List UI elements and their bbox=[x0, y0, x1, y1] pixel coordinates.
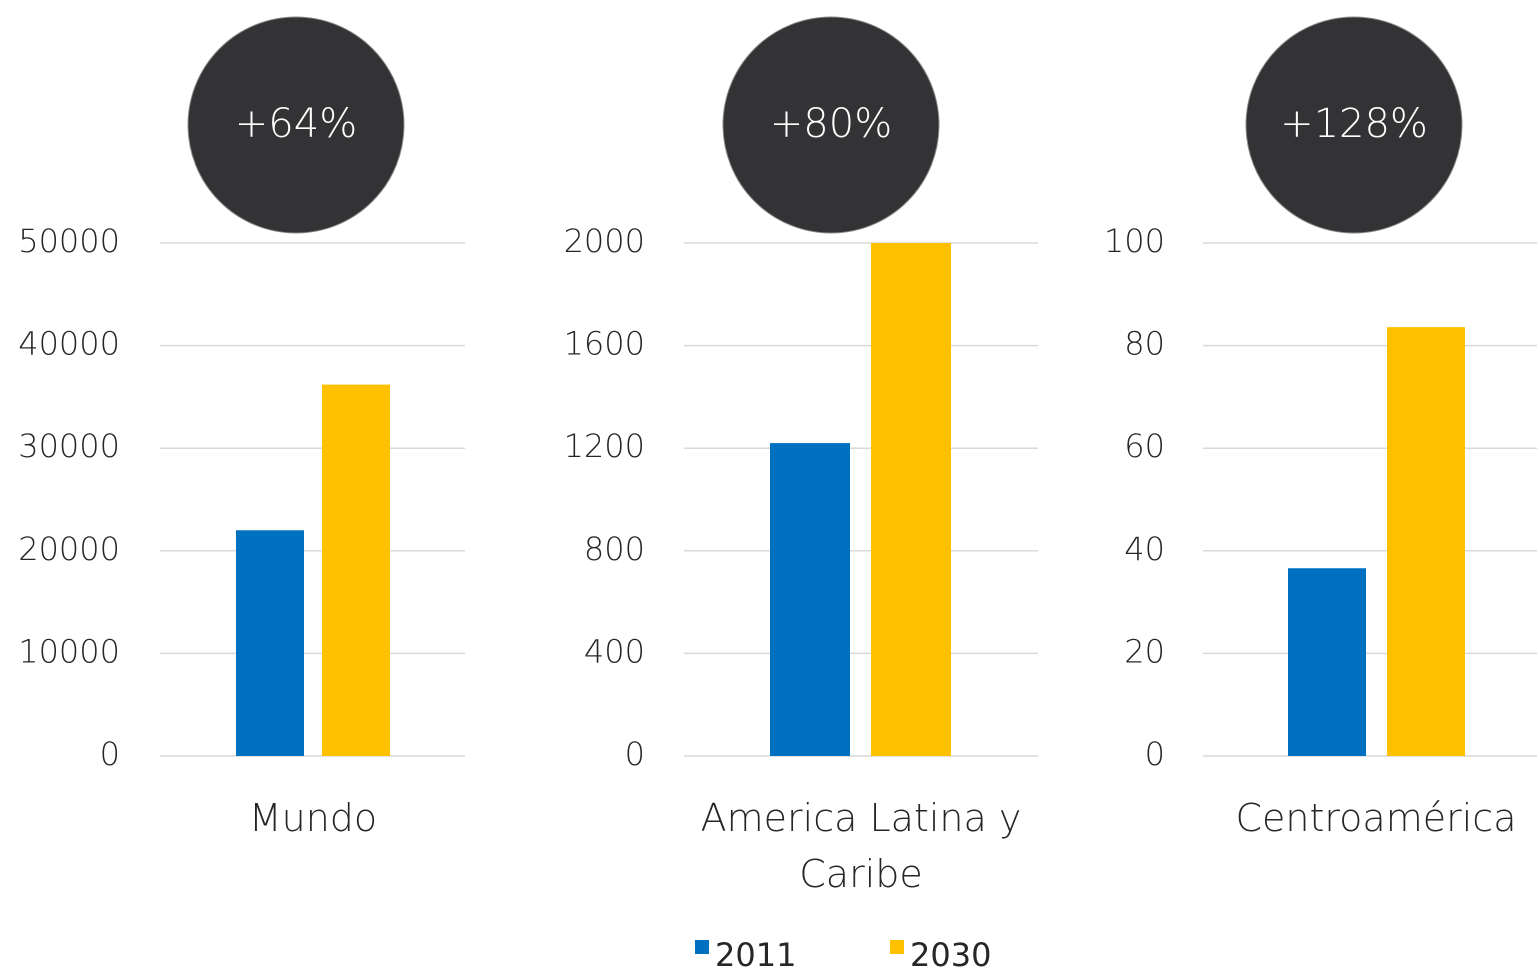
y-tick-label: 1600 bbox=[564, 325, 645, 363]
y-tick-label: 40000 bbox=[18, 325, 120, 363]
x-tick-label: Mundo bbox=[248, 796, 378, 840]
y-tick-label: 30000 bbox=[18, 427, 120, 465]
legend-label: 2030 bbox=[910, 936, 991, 973]
y-tick-label: 80 bbox=[1124, 325, 1165, 363]
bar bbox=[236, 530, 304, 756]
y-tick-label: 40 bbox=[1124, 530, 1165, 568]
y-tick-label: 100 bbox=[1104, 222, 1165, 260]
legend-swatch bbox=[695, 940, 709, 954]
x-tick-label: America Latina y Caribe bbox=[700, 796, 1022, 896]
legend-label: 2011 bbox=[715, 936, 796, 973]
x-tick-label: Centroamérica bbox=[1235, 796, 1517, 840]
y-tick-label: 0 bbox=[1145, 735, 1165, 773]
annotation: +64% bbox=[235, 101, 357, 147]
y-tick-label: 800 bbox=[584, 530, 645, 568]
y-tick-label: 400 bbox=[584, 632, 645, 670]
y-tick-label: 20 bbox=[1124, 632, 1165, 670]
annotation-circle bbox=[187, 16, 405, 234]
legend-swatch bbox=[890, 940, 904, 954]
y-tick-label: 1200 bbox=[564, 427, 645, 465]
y-tick-label: 10000 bbox=[18, 632, 120, 670]
annotation-circle bbox=[1245, 16, 1463, 234]
annotation: +128% bbox=[1280, 101, 1428, 147]
annotation: +80% bbox=[770, 101, 892, 147]
y-tick-label: 20000 bbox=[18, 530, 120, 568]
y-tick-label: 0 bbox=[625, 735, 645, 773]
y-tick-label: 0 bbox=[100, 735, 120, 773]
bar bbox=[770, 443, 850, 756]
bar bbox=[322, 384, 390, 756]
y-tick-label: 60 bbox=[1124, 427, 1165, 465]
y-tick-label: 50000 bbox=[18, 222, 120, 260]
bar bbox=[1288, 568, 1366, 756]
y-tick-label: 2000 bbox=[564, 222, 645, 260]
annotation-circle bbox=[722, 16, 940, 234]
bar bbox=[871, 243, 951, 756]
bar bbox=[1387, 327, 1465, 756]
